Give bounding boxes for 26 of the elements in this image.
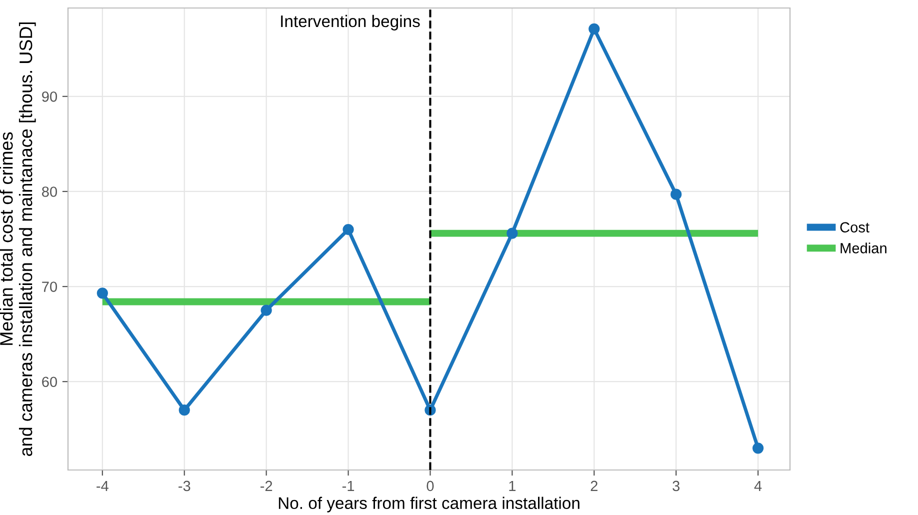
point — [670, 188, 682, 200]
legend-label: Cost — [840, 222, 870, 232]
point — [342, 224, 354, 236]
point — [752, 442, 764, 454]
point — [588, 23, 600, 34]
x-tick-label: 3 — [672, 480, 680, 492]
x-tick-label: 0 — [426, 480, 434, 492]
point — [506, 228, 518, 239]
y-tick-label: 90 — [42, 92, 58, 102]
point — [178, 404, 190, 416]
point — [260, 304, 272, 316]
x-tick-label: -2 — [260, 480, 272, 491]
x-tick-label: 4 — [754, 480, 762, 491]
x-tick-label: 2 — [590, 480, 598, 491]
y-tick-label: 80 — [42, 186, 58, 197]
y-tick-label: 60 — [42, 376, 58, 388]
x-axis-title: No. of years from first camera installation — [278, 496, 580, 512]
y-axis-title: Median total cost of crimes and cameras installation and maintanace [thous. USD] — [0, 22, 36, 456]
point — [96, 288, 108, 299]
x-tick-label: -4 — [96, 480, 108, 491]
x-tick-label: 1 — [509, 480, 516, 491]
y-tick-label: 70 — [42, 282, 58, 292]
ref-line-label: Intervention begins — [281, 14, 420, 30]
x-tick-label: -3 — [178, 480, 190, 492]
x-tick-label: -1 — [342, 480, 354, 491]
legend-label: Median — [840, 242, 886, 254]
